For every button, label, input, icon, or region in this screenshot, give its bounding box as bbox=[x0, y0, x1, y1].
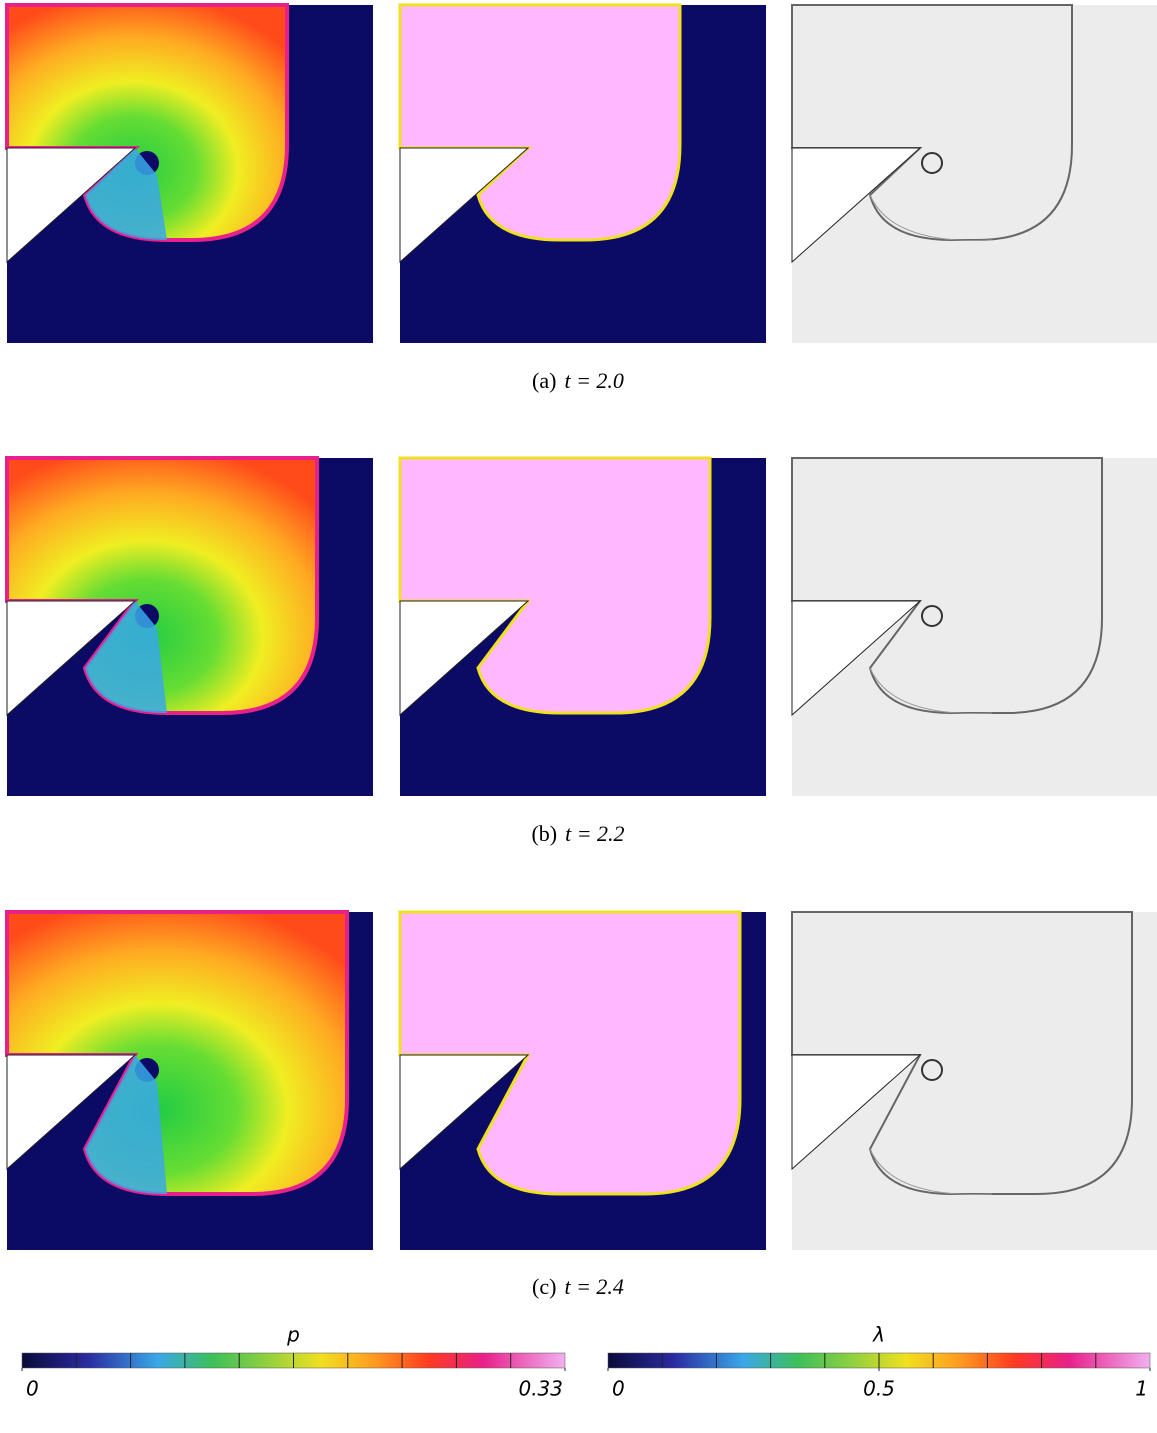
panel bbox=[5, 3, 373, 343]
panel-label: (c) bbox=[532, 1274, 556, 1299]
vortex bbox=[921, 152, 943, 174]
colorbar-tick-label: 0 bbox=[612, 1377, 625, 1401]
panel bbox=[791, 911, 1157, 1250]
panel-caption: (a) t = 2.0 bbox=[532, 368, 624, 393]
expansion bbox=[85, 148, 167, 240]
wall-notch bbox=[791, 600, 922, 717]
panel bbox=[5, 456, 373, 796]
arc bbox=[869, 667, 993, 714]
lambda-field bbox=[398, 910, 742, 1196]
panel-time: t = 2.2 bbox=[565, 821, 624, 846]
colorbar-tick-label: 0 bbox=[26, 1377, 39, 1401]
schlieren bbox=[791, 457, 1103, 714]
panel bbox=[5, 910, 373, 1250]
vortex bbox=[921, 1059, 943, 1081]
wall-notch bbox=[399, 147, 530, 264]
colorbar-tick-label: 1 bbox=[1135, 1377, 1148, 1401]
wall-notch bbox=[791, 147, 922, 264]
pressure-field bbox=[7, 458, 317, 713]
arc bbox=[869, 194, 993, 241]
wall-notch bbox=[6, 147, 137, 264]
panel-label: (b) bbox=[531, 821, 557, 846]
colorbar-tick-label: 0.33 bbox=[518, 1377, 563, 1401]
panel-caption: (c) t = 2.4 bbox=[532, 1274, 624, 1299]
expansion bbox=[85, 1055, 167, 1194]
wall-notch bbox=[6, 1054, 137, 1171]
wall-notch bbox=[791, 1054, 922, 1171]
panel-time: t = 2.0 bbox=[564, 368, 623, 393]
colorbar-title: λ bbox=[872, 1323, 885, 1347]
panel bbox=[398, 910, 766, 1250]
expansion bbox=[85, 601, 167, 713]
panel bbox=[398, 3, 766, 343]
panel bbox=[398, 456, 766, 796]
wall-notch bbox=[6, 600, 137, 717]
arc bbox=[869, 1148, 993, 1195]
pressure-field bbox=[7, 912, 347, 1194]
panel bbox=[791, 457, 1157, 796]
pressure-field bbox=[7, 5, 287, 240]
panel-label: (a) bbox=[532, 368, 556, 393]
colorbar-title: p bbox=[286, 1323, 300, 1347]
colorbar-tick-label: 0.5 bbox=[863, 1377, 895, 1401]
panel-time: t = 2.4 bbox=[564, 1274, 623, 1299]
wall-notch bbox=[399, 1054, 530, 1171]
lambda-field bbox=[398, 3, 682, 242]
vortex bbox=[921, 605, 943, 627]
wall-notch bbox=[399, 600, 530, 717]
panel-caption: (b) t = 2.2 bbox=[531, 821, 624, 846]
schlieren bbox=[791, 911, 1133, 1195]
lambda-field bbox=[398, 456, 712, 715]
panel bbox=[791, 4, 1157, 343]
